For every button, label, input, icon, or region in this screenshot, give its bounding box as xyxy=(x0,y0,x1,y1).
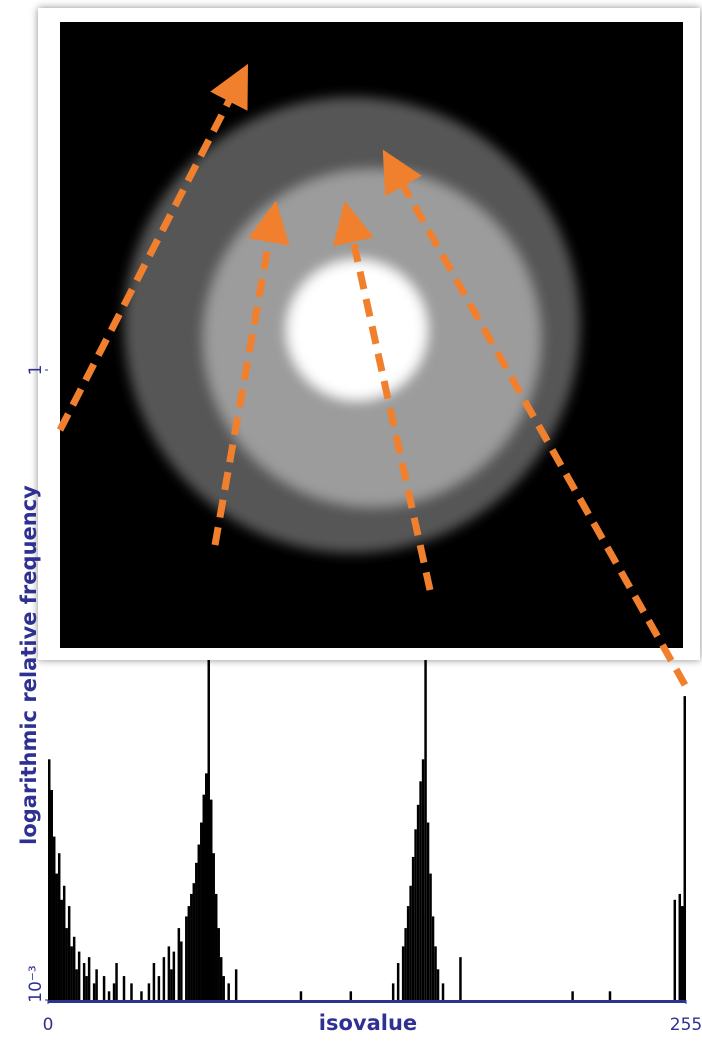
bar xyxy=(78,952,80,1000)
bar xyxy=(397,963,399,1000)
bar xyxy=(158,976,160,1000)
bar xyxy=(674,900,676,1000)
x-axis-label: isovalue xyxy=(319,1011,417,1035)
bar xyxy=(83,963,85,1000)
bar xyxy=(50,790,52,1000)
bar xyxy=(188,906,190,1000)
bar xyxy=(75,969,77,1000)
bar xyxy=(407,906,409,1000)
bar xyxy=(414,829,416,1000)
bar xyxy=(53,837,55,1000)
y-tick-label: 1 xyxy=(26,365,46,376)
bar xyxy=(93,983,95,1000)
bar xyxy=(65,928,67,1000)
core xyxy=(287,260,427,400)
bar xyxy=(404,928,406,1000)
bar xyxy=(412,857,414,1000)
bar xyxy=(103,976,105,1000)
bar xyxy=(173,952,175,1000)
bar xyxy=(153,963,155,1000)
bar xyxy=(70,946,72,1000)
bar xyxy=(679,894,681,1000)
bar xyxy=(222,976,224,1000)
bar xyxy=(185,916,187,1000)
bar xyxy=(48,759,50,1000)
bar xyxy=(63,886,65,1000)
bar xyxy=(180,941,182,1000)
bar xyxy=(193,883,195,1000)
bar xyxy=(402,946,404,1000)
bar xyxy=(73,937,75,1000)
bar xyxy=(95,969,97,1000)
bar xyxy=(220,957,222,1000)
bar xyxy=(427,823,429,1000)
bar xyxy=(130,983,132,1000)
bar xyxy=(350,991,352,1000)
bar xyxy=(212,853,214,1000)
bar xyxy=(409,886,411,1000)
bar xyxy=(88,957,90,1000)
bar xyxy=(434,946,436,1000)
bar xyxy=(140,991,142,1000)
bar xyxy=(200,823,202,1000)
bar xyxy=(170,969,172,1000)
bar xyxy=(85,976,87,1000)
bar xyxy=(195,863,197,1000)
bar xyxy=(422,759,424,1000)
bar xyxy=(459,957,461,1000)
bar xyxy=(215,894,217,1000)
bar xyxy=(227,983,229,1000)
bar xyxy=(609,991,611,1000)
bar xyxy=(55,874,57,1000)
bar xyxy=(115,963,117,1000)
bar xyxy=(217,928,219,1000)
bar xyxy=(681,906,683,1000)
bar xyxy=(429,874,431,1000)
bar xyxy=(432,916,434,1000)
bar xyxy=(148,983,150,1000)
bar xyxy=(168,946,170,1000)
inset-image xyxy=(38,8,700,685)
bar xyxy=(198,845,200,1000)
bar xyxy=(392,983,394,1000)
bar xyxy=(300,991,302,1000)
bar xyxy=(113,983,115,1000)
bar xyxy=(235,969,237,1000)
bar xyxy=(442,983,444,1000)
bar xyxy=(417,805,419,1000)
bar xyxy=(210,800,212,1000)
figure: isovalue logarithmic relative frequency … xyxy=(0,0,702,1041)
x-tick-label: 0 xyxy=(43,1015,54,1035)
bar xyxy=(205,773,207,1000)
bar xyxy=(190,894,192,1000)
bar xyxy=(571,991,573,1000)
bar xyxy=(123,976,125,1000)
x-tick-label: 255 xyxy=(670,1015,702,1035)
bar xyxy=(108,991,110,1000)
y-axis-label: logarithmic relative frequency xyxy=(17,485,41,845)
y-tick-label: 10⁻³ xyxy=(26,965,46,1002)
bar xyxy=(203,795,205,1000)
bar xyxy=(684,696,686,1000)
bar xyxy=(60,900,62,1000)
bar xyxy=(437,969,439,1000)
bar xyxy=(68,906,70,1000)
bar xyxy=(178,928,180,1000)
bar xyxy=(419,781,421,1000)
bar xyxy=(58,853,60,1000)
bar xyxy=(163,957,165,1000)
